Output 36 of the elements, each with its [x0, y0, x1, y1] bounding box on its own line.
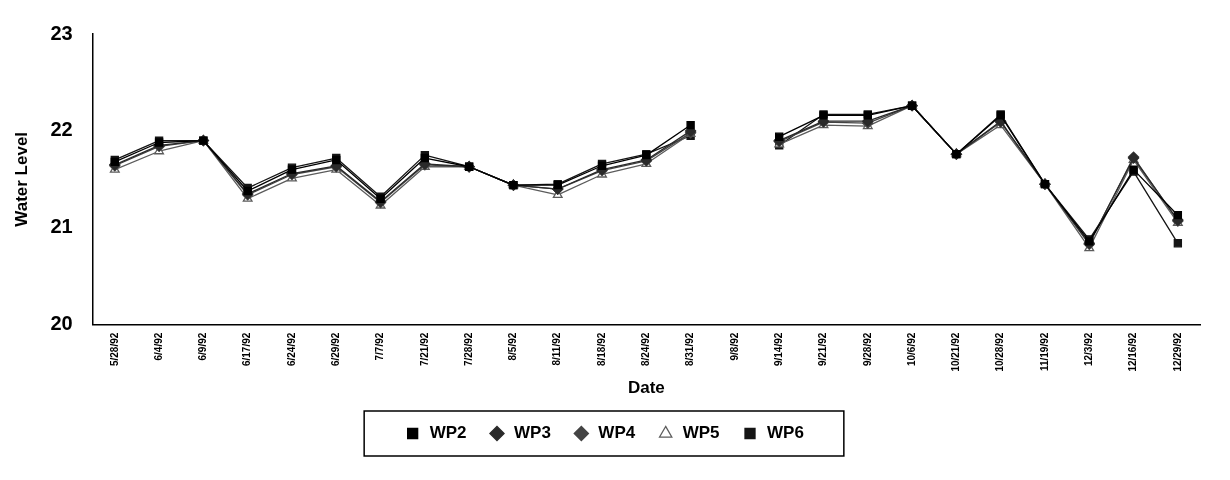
- x-tick-label: 5/28/92: [108, 332, 120, 367]
- y-tick-label: 23: [50, 21, 73, 44]
- x-tick-label: 9/28/92: [861, 332, 873, 367]
- x-tick-label: 9/8/92: [728, 332, 740, 361]
- x-tick-label: 8/5/92: [507, 332, 519, 361]
- x-tick-label: 9/14/92: [772, 332, 784, 367]
- x-tick-label: 7/28/92: [462, 332, 474, 367]
- y-tick-label: 20: [50, 312, 73, 335]
- x-tick-label: 12/16/92: [1127, 332, 1139, 372]
- x-tick-label: 8/31/92: [684, 332, 696, 367]
- x-axis-title: Date: [627, 378, 665, 398]
- x-tick-label: 10/6/92: [905, 332, 917, 367]
- x-tick-label: 6/9/92: [197, 332, 209, 361]
- x-tick-label: 12/29/92: [1171, 332, 1183, 372]
- x-tick-label: 10/28/92: [994, 332, 1006, 372]
- x-tick-label: 11/19/92: [1038, 332, 1050, 372]
- x-tick-label: 7/21/92: [418, 332, 430, 367]
- x-tick-label: 8/11/92: [551, 332, 563, 366]
- legend-label: WP4: [598, 423, 636, 443]
- x-tick-label: 8/24/92: [640, 332, 652, 367]
- x-tick-label: 7/7/92: [374, 332, 386, 361]
- x-tick-label: 8/18/92: [595, 332, 607, 367]
- x-tick-label: 6/17/92: [241, 332, 253, 367]
- legend-label: WP3: [513, 423, 551, 443]
- legend-label: WP5: [682, 423, 720, 443]
- x-tick-label: 12/3/92: [1083, 332, 1095, 367]
- x-tick-label: 6/24/92: [285, 332, 297, 367]
- x-tick-label: 9/21/92: [817, 332, 829, 367]
- x-tick-label: 6/4/92: [152, 332, 164, 361]
- x-tick-label: 10/21/92: [950, 332, 962, 372]
- legend-label: WP6: [767, 423, 804, 443]
- y-axis-title: Water Level: [11, 131, 31, 227]
- y-tick-label: 22: [50, 118, 73, 141]
- y-tick-label: 21: [50, 215, 73, 238]
- legend-label: WP2: [429, 423, 467, 443]
- x-tick-label: 6/29/92: [330, 332, 342, 367]
